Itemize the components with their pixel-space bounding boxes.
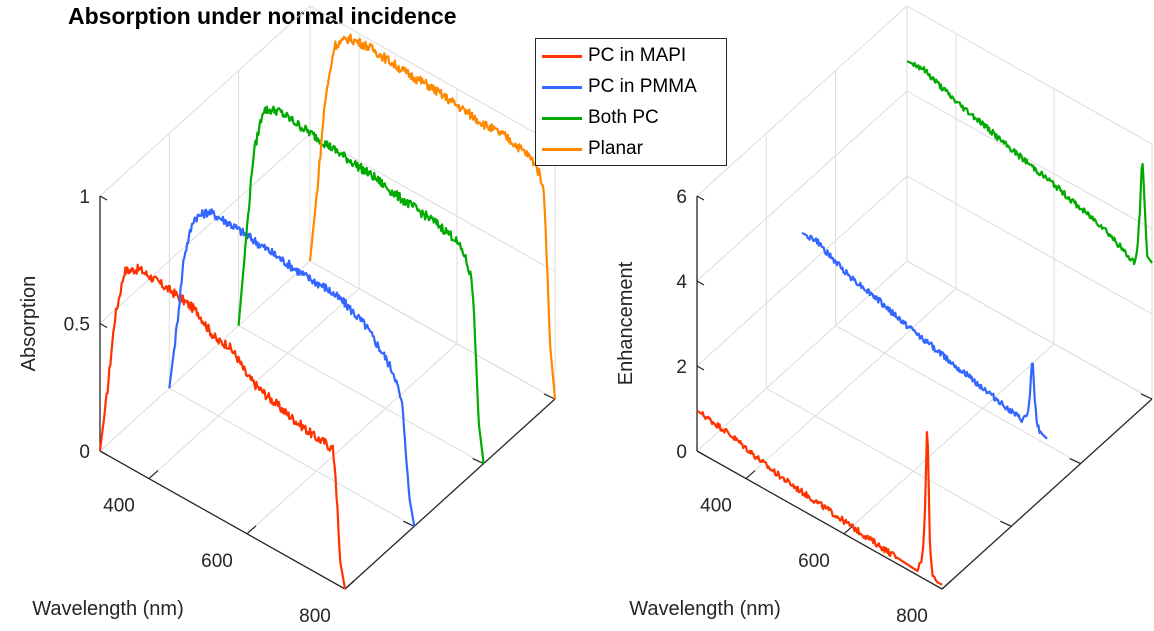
series-line-pc-in-pmma: [801, 231, 1048, 440]
z-tick-label: 0: [676, 442, 687, 463]
figure-title: Absorption under normal incidence: [68, 3, 457, 29]
gridline-z: [99, 260, 311, 452]
x-tick: [148, 470, 159, 480]
x-tick-label: 600: [201, 551, 233, 572]
y-tick: [1069, 458, 1081, 465]
gridline-floor: [309, 260, 556, 400]
x-tick-label: 600: [798, 551, 830, 572]
x-tick: [745, 470, 756, 480]
gridline-floor: [835, 325, 1081, 465]
gridline-z: [906, 5, 1153, 145]
legend-swatch: [542, 85, 582, 89]
series-line-both-pc: [237, 105, 485, 464]
y-axis: [941, 398, 1153, 590]
legend-swatch: [542, 147, 582, 151]
series-line-pc-in-mapi: [696, 409, 943, 586]
z-tick-label: 1: [79, 187, 90, 208]
x-tick-label: 800: [896, 606, 928, 627]
gridline-z: [696, 175, 908, 367]
gridline-z: [696, 90, 908, 282]
x-axis-label: Wavelength (nm): [629, 598, 781, 620]
gridline-z: [99, 5, 311, 197]
z-tick-label: 0: [79, 442, 90, 463]
gridline-floor: [745, 288, 957, 479]
gridline-floor: [843, 343, 1055, 535]
x-axis: [696, 450, 943, 590]
axes: 0 2 4 6 400 600 800 Enhancement Wavelength (nm): [615, 187, 1153, 627]
x-tick: [941, 580, 952, 590]
gridline-z: [309, 133, 556, 272]
z-tick: [696, 450, 705, 456]
legend-label: Planar: [588, 138, 643, 159]
legend-label: PC in PMMA: [588, 76, 697, 97]
series-line-pc-in-pmma: [168, 208, 416, 527]
y-tick: [1000, 520, 1012, 527]
y-axis: [344, 398, 556, 590]
enhancement-panel: 0 2 4 6 400 600 800 Enhancement Wavelength (nm): [615, 5, 1153, 627]
gridline-floor: [246, 343, 458, 535]
legend-item-pc-in-mapi: PC in MAPI: [542, 41, 686, 71]
x-tick-label: 400: [103, 496, 135, 517]
legend-item-both-pc: Both PC: [542, 103, 659, 133]
legend-swatch: [542, 116, 582, 120]
x-tick-label: 400: [700, 496, 732, 517]
series-line-planar: [308, 33, 557, 400]
y-tick: [1140, 393, 1153, 400]
gridline-floor: [169, 387, 415, 527]
x-axis: [99, 450, 346, 590]
series-line-both-pc: [906, 60, 1153, 266]
y-tick: [403, 520, 415, 527]
z-tick: [99, 195, 108, 201]
z-axis-label: Enhancement: [615, 261, 637, 385]
gridline-z: [906, 175, 1153, 315]
legend-swatch: [542, 54, 582, 58]
gridline-z: [696, 5, 908, 197]
gridline-z: [696, 260, 908, 452]
x-axis-label: Wavelength (nm): [32, 598, 184, 620]
legend-label: PC in MAPI: [588, 45, 687, 66]
gridline-floor: [766, 387, 1012, 527]
z-tick-label: 4: [676, 272, 687, 293]
z-axis-label: Absorption: [18, 276, 40, 372]
x-tick: [843, 525, 854, 535]
x-tick: [344, 580, 355, 590]
gridline-z: [906, 90, 1153, 230]
z-tick-label: 0.5: [64, 315, 90, 336]
z-tick: [696, 280, 705, 286]
gridline-floor: [238, 325, 484, 465]
axes: 0 0.5 1 400 600 800 Absorption Wavelength (nm): [18, 187, 556, 627]
z-tick: [99, 322, 108, 329]
z-tick: [696, 365, 705, 371]
y-tick: [543, 393, 556, 400]
x-tick-label: 800: [299, 606, 331, 627]
gridline-z: [99, 133, 311, 324]
z-tick: [696, 195, 705, 201]
absorption-panel: 0 0.5 1 400 600 800 Absorption Wavelength (nm): [18, 5, 557, 627]
legend: PC in MAPI PC in PMMA Both PC Planar: [535, 38, 727, 166]
legend-item-pc-in-pmma: PC in PMMA: [542, 72, 697, 102]
z-tick-label: 2: [676, 357, 687, 378]
gridline-floor: [906, 260, 1153, 400]
z-tick: [99, 450, 108, 456]
x-tick: [246, 525, 257, 535]
series-line-pc-in-mapi: [98, 263, 347, 590]
y-tick: [472, 458, 484, 465]
legend-label: Both PC: [588, 107, 659, 128]
z-tick-label: 6: [676, 187, 687, 208]
grid: [99, 5, 556, 590]
legend-item-planar: Planar: [542, 134, 643, 164]
gridline-z: [309, 5, 556, 145]
